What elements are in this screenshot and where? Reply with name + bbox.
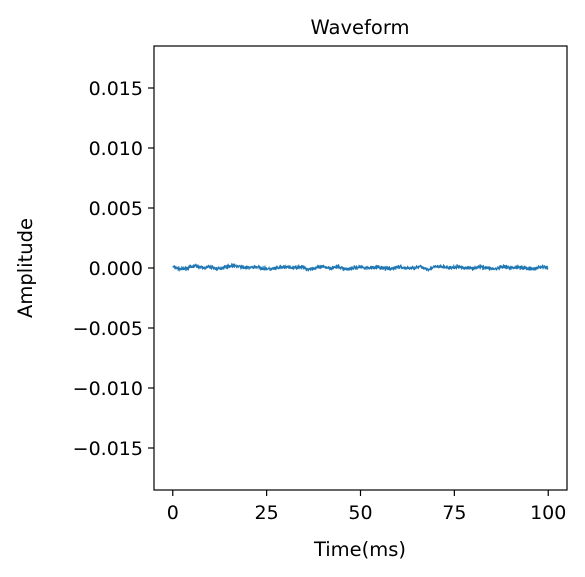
waveform-line (172, 263, 549, 272)
x-tick-label: 25 (255, 502, 279, 524)
y-tick-label: −0.005 (73, 318, 143, 340)
x-axis-title: Time(ms) (313, 538, 406, 561)
x-tick-label: 0 (167, 502, 179, 524)
y-tick-label: 0.000 (89, 258, 143, 280)
x-tick-label: 75 (442, 502, 466, 524)
y-tick-label: 0.015 (89, 78, 143, 100)
series-layer (172, 263, 549, 272)
chart-title: Waveform (311, 16, 410, 39)
y-axis-ticks: −0.015 −0.010 −0.005 0.000 0.005 0.010 0.015 (73, 78, 154, 460)
y-tick-label: 0.005 (89, 198, 143, 220)
y-tick-label: 0.010 (89, 138, 143, 160)
x-axis-ticks: 0 25 50 75 100 (167, 490, 566, 524)
y-axis-title: Amplitude (14, 218, 37, 318)
y-tick-label: −0.015 (73, 438, 143, 460)
y-tick-label: −0.010 (73, 378, 143, 400)
x-tick-label: 100 (530, 502, 566, 524)
x-tick-label: 50 (348, 502, 372, 524)
